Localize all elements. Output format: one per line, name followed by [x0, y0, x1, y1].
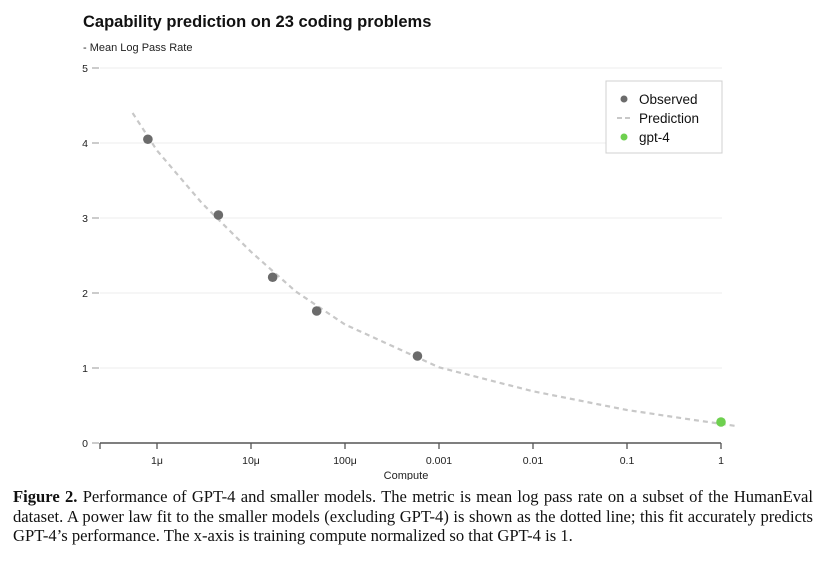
- prediction-line: [131, 112, 735, 427]
- caption-text: Performance of GPT-4 and smaller models.…: [13, 487, 813, 545]
- x-tick-label: 10μ: [242, 455, 260, 467]
- x-tick-label: 100μ: [333, 455, 357, 467]
- chart-title: Capability prediction on 23 coding probl…: [83, 13, 431, 31]
- observed-point: [143, 134, 153, 145]
- observed-point: [213, 210, 224, 220]
- x-tick-label: 0.001: [426, 455, 452, 467]
- x-tick-label: 0.1: [620, 455, 635, 467]
- y-axis-label: - Mean Log Pass Rate: [83, 42, 192, 54]
- legend: Observed Prediction gpt-4: [605, 80, 723, 154]
- legend-label-gpt4: gpt-4: [639, 130, 670, 145]
- x-tick-label: 0.01: [523, 455, 544, 467]
- y-tick-label: 0: [82, 438, 88, 450]
- x-axis-label: Compute: [384, 470, 429, 480]
- observed-point: [311, 306, 322, 316]
- legend-marker-observed: [620, 95, 628, 103]
- figure-caption: Figure 2. Performance of GPT-4 and small…: [13, 487, 813, 546]
- observed-point: [412, 351, 423, 361]
- observed-point: [267, 272, 278, 283]
- y-tick-label: 3: [82, 213, 88, 225]
- y-tick-label: 4: [82, 138, 88, 150]
- y-axis: 0 1 2 3 4 5: [82, 63, 99, 450]
- x-tick-label: 1μ: [151, 455, 163, 467]
- legend-marker-gpt4: [620, 133, 628, 141]
- legend-label-observed: Observed: [639, 92, 698, 107]
- y-tick-label: 5: [82, 63, 88, 75]
- chart: Capability prediction on 23 coding probl…: [82, 13, 735, 480]
- y-tick-label: 2: [82, 288, 88, 300]
- legend-label-prediction: Prediction: [639, 111, 699, 126]
- x-axis: 1μ 10μ 100μ 0.001 0.01 0.1 1: [99, 442, 724, 467]
- plot-area: [131, 112, 735, 427]
- y-tick-label: 1: [82, 363, 88, 375]
- gpt-4-point: [716, 417, 726, 427]
- x-tick-label: 1: [718, 455, 724, 467]
- caption-label: Figure 2.: [13, 487, 78, 506]
